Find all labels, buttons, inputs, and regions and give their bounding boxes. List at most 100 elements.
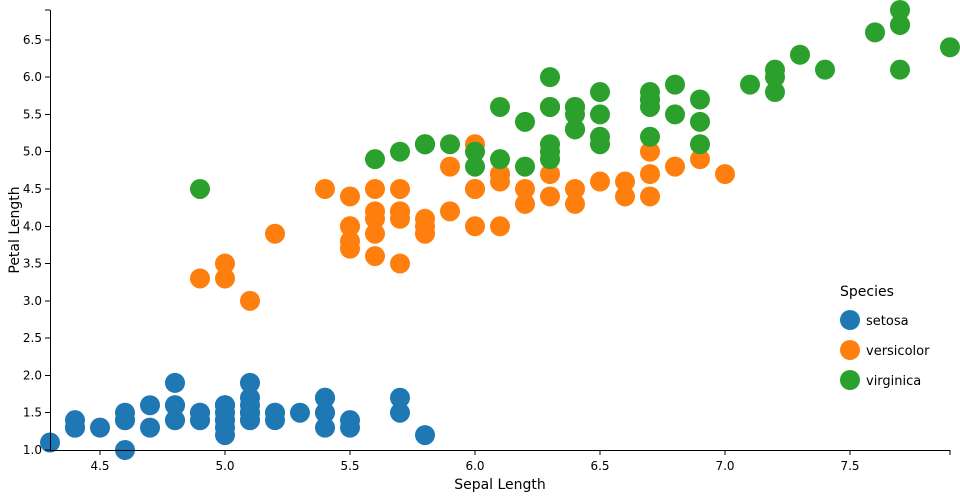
data-point-versicolor-47 (515, 193, 535, 214)
data-point-virginica-48 (515, 111, 535, 132)
data-point-virginica-18 (890, 0, 910, 20)
x-tick-label-2: 5.5 (340, 459, 359, 473)
data-point-setosa-42 (65, 417, 85, 438)
data-point-setosa-15 (390, 402, 410, 423)
y-tick-label-7: 4.5 (23, 182, 42, 196)
data-point-versicolor-1 (565, 178, 585, 199)
legend-items: setosa versicolor virginica (840, 310, 930, 390)
data-point-versicolor-44 (365, 201, 385, 222)
y-tick-label-1: 1.5 (23, 406, 42, 420)
data-point-versicolor-2 (690, 149, 710, 170)
data-point-virginica-2 (740, 74, 760, 95)
data-point-versicolor-40 (340, 186, 360, 207)
data-point-setosa-43 (215, 395, 235, 416)
data-points-layer (40, 0, 960, 460)
data-point-virginica-49 (440, 134, 460, 155)
data-point-virginica-16 (590, 104, 610, 125)
data-point-setosa-48 (290, 402, 310, 423)
data-point-versicolor-0 (715, 164, 735, 185)
data-point-versicolor-9 (265, 223, 285, 244)
data-point-virginica-29 (765, 82, 785, 103)
data-point-setosa-20 (315, 387, 335, 408)
data-point-versicolor-11 (440, 201, 460, 222)
y-tick-label-0: 1.0 (23, 443, 42, 457)
data-point-versicolor-43 (215, 268, 235, 289)
x-tick-label-1: 5.0 (215, 459, 234, 473)
data-point-setosa-24 (165, 372, 185, 393)
x-tick-label-5: 7.0 (715, 459, 734, 473)
data-point-versicolor-14 (365, 246, 385, 267)
legend: Species setosa versicolor virginica (840, 284, 930, 390)
data-point-setosa-30 (165, 395, 185, 416)
data-point-setosa-18 (390, 387, 410, 408)
data-point-versicolor-42 (415, 216, 435, 237)
data-point-versicolor-35 (465, 178, 485, 199)
data-point-setosa-32 (265, 402, 285, 423)
series-versicolor (190, 134, 735, 311)
data-point-setosa-46 (240, 395, 260, 416)
data-point-versicolor-5 (390, 178, 410, 199)
x-tick-label-3: 6.0 (465, 459, 484, 473)
data-point-setosa-14 (415, 425, 435, 446)
legend-title: Species (840, 284, 894, 300)
data-point-virginica-42 (415, 134, 435, 155)
y-tick-label-4: 3.0 (23, 294, 42, 308)
data-point-versicolor-27 (640, 141, 660, 162)
data-point-virginica-46 (540, 141, 560, 162)
x-tick-label-4: 6.5 (590, 459, 609, 473)
data-point-versicolor-6 (540, 164, 560, 185)
data-point-virginica-43 (665, 74, 685, 95)
data-point-versicolor-48 (240, 290, 260, 311)
data-point-versicolor-18 (515, 178, 535, 199)
legend-label-versicolor: versicolor (866, 344, 930, 359)
series-virginica (190, 0, 960, 199)
legend-label-setosa: setosa (866, 314, 909, 329)
data-point-setosa-36 (340, 417, 360, 438)
data-point-virginica-31 (940, 37, 960, 58)
data-point-setosa-29 (140, 395, 160, 416)
data-point-versicolor-20 (440, 156, 460, 177)
x-tick-label-6: 7.5 (840, 459, 859, 473)
y-tick-label-2: 2.0 (23, 368, 42, 382)
data-point-virginica-6 (190, 178, 210, 199)
data-point-versicolor-34 (315, 178, 335, 199)
legend-swatch-virginica (840, 370, 860, 390)
x-tick-label-0: 4.5 (90, 459, 109, 473)
y-tick-label-9: 5.5 (23, 107, 42, 121)
y-tick-label-8: 5.0 (23, 145, 42, 159)
data-point-virginica-38 (465, 156, 485, 177)
data-point-versicolor-25 (615, 186, 635, 207)
data-point-virginica-0 (540, 67, 560, 88)
y-tick-label-6: 4.0 (23, 219, 42, 233)
data-point-versicolor-10 (215, 253, 235, 274)
data-point-virginica-19 (465, 141, 485, 162)
y-tick-label-11: 6.5 (23, 33, 42, 47)
data-point-setosa-49 (215, 410, 235, 431)
data-point-versicolor-21 (490, 216, 510, 237)
data-point-versicolor-15 (640, 186, 660, 207)
data-point-versicolor-39 (340, 216, 360, 237)
y-tick-label-5: 3.5 (23, 257, 42, 271)
x-axis-title: Sepal Length (454, 477, 546, 493)
data-point-virginica-25 (765, 67, 785, 88)
series-setosa (40, 372, 435, 460)
data-point-virginica-30 (815, 59, 835, 80)
data-point-virginica-22 (890, 14, 910, 35)
data-point-virginica-27 (490, 149, 510, 170)
y-axis-title: Petal Length (7, 186, 23, 273)
data-point-versicolor-7 (190, 268, 210, 289)
data-point-setosa-16 (315, 417, 335, 438)
y-tick-label-3: 2.5 (23, 331, 42, 345)
data-point-virginica-36 (540, 96, 560, 117)
data-point-virginica-26 (515, 156, 535, 177)
data-point-virginica-12 (665, 104, 685, 125)
data-point-virginica-44 (640, 89, 660, 110)
x-axis-ticks: 4.5 5.0 5.5 6.0 6.5 7.0 7.5 (90, 450, 951, 473)
data-point-virginica-39 (690, 111, 710, 132)
data-point-setosa-31 (315, 402, 335, 423)
data-point-versicolor-8 (615, 171, 635, 192)
data-point-virginica-37 (565, 104, 585, 125)
data-point-virginica-5 (865, 22, 885, 43)
